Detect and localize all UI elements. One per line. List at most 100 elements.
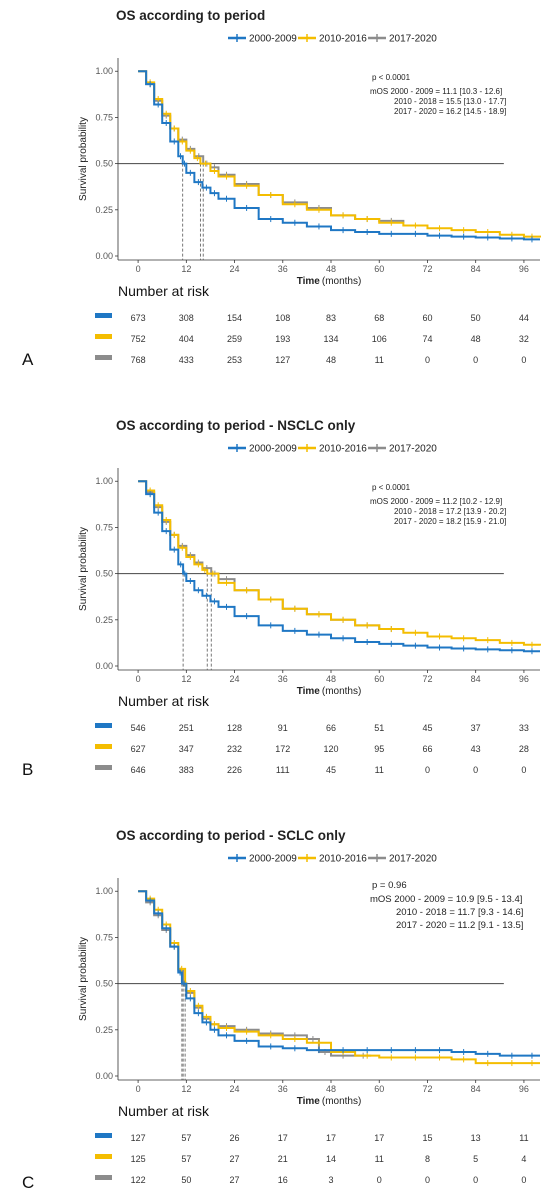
risk-cell: 125 <box>131 1154 146 1164</box>
x-tick-label: 96 <box>519 264 529 274</box>
mos-line: 2010 - 2018 = 17.2 [13.9 - 20.2] <box>394 507 506 516</box>
x-tick-label: 60 <box>374 264 384 274</box>
x-axis-label: Time <box>297 686 321 697</box>
risk-cell: 673 <box>131 313 146 323</box>
x-tick-label: 36 <box>278 674 288 684</box>
risk-cell: 4 <box>521 1154 526 1164</box>
panel-c: OS according to period - SCLC only 2000-2… <box>0 820 550 1199</box>
risk-cell: 111 <box>276 765 290 775</box>
risk-cell: 17 <box>374 1133 384 1143</box>
risk-cell: 14 <box>326 1154 336 1164</box>
risk-cell: 26 <box>230 1133 240 1143</box>
x-tick-label: 96 <box>519 1084 529 1094</box>
risk-cell: 48 <box>471 334 481 344</box>
risk-cell: 0 <box>521 1175 526 1185</box>
risk-cell: 347 <box>179 744 194 754</box>
y-tick-label: 0.00 <box>95 661 113 671</box>
risk-cell: 11 <box>519 1133 528 1143</box>
risk-cell: 33 <box>519 723 529 733</box>
series-line-2000-2009 <box>138 70 540 241</box>
p-value-text: p < 0.0001 <box>372 483 411 492</box>
risk-cell: 752 <box>131 334 146 344</box>
y-tick-label: 0.50 <box>95 569 113 579</box>
y-tick-label: 0.75 <box>95 522 113 532</box>
x-tick-label: 12 <box>181 264 191 274</box>
risk-row-swatch <box>95 1175 112 1180</box>
y-tick-label: 0.50 <box>95 979 113 989</box>
mos-line: mOS 2000 - 2009 = 10.9 [9.5 - 13.4] <box>370 894 522 905</box>
mos-line: 2010 - 2018 = 15.5 [13.0 - 17.7] <box>394 97 506 106</box>
x-axis-label: Time <box>297 1096 321 1107</box>
risk-cell: 51 <box>374 723 384 733</box>
legend-label: 2000-2009 <box>249 854 297 865</box>
km-chart-svg: OS according to period - NSCLC only 2000-… <box>22 418 541 779</box>
risk-cell: 308 <box>179 313 194 323</box>
risk-cell: 627 <box>131 744 146 754</box>
risk-cell: 37 <box>471 723 481 733</box>
risk-cell: 32 <box>519 334 529 344</box>
risk-cell: 193 <box>275 334 290 344</box>
risk-row-swatch <box>95 765 112 770</box>
risk-cell: 8 <box>425 1154 430 1164</box>
km-chart-svg: OS according to period 2000-2009 2010-2016… <box>22 8 541 369</box>
p-value-text: p < 0.0001 <box>372 73 411 82</box>
y-axis-label: Survival probability <box>78 527 89 611</box>
risk-cell: 60 <box>422 313 432 323</box>
risk-cell: 45 <box>422 723 432 733</box>
y-tick-label: 1.00 <box>95 66 113 76</box>
risk-cell: 108 <box>275 313 290 323</box>
panel-letter: B <box>22 760 33 779</box>
risk-cell: 3 <box>329 1175 334 1185</box>
x-tick-label: 0 <box>136 1084 141 1094</box>
chart-title: OS according to period - NSCLC only <box>116 418 356 433</box>
risk-cell: 0 <box>473 1175 478 1185</box>
panel-letter: A <box>22 350 34 369</box>
risk-row-swatch <box>95 313 112 318</box>
risk-row-swatch <box>95 744 112 749</box>
risk-cell: 0 <box>425 1175 430 1185</box>
risk-cell: 106 <box>372 334 387 344</box>
x-tick-label: 48 <box>326 1084 336 1094</box>
risk-cell: 95 <box>374 744 384 754</box>
mos-line: mOS 2000 - 2009 = 11.2 [10.2 - 12.9] <box>370 497 502 506</box>
risk-cell: 5 <box>473 1154 478 1164</box>
p-value-text: p = 0.96 <box>372 880 407 891</box>
legend-label: 2017-2020 <box>389 854 437 865</box>
x-tick-label: 24 <box>230 264 240 274</box>
risk-row-swatch <box>95 1154 112 1159</box>
x-axis-label: Time <box>297 276 321 287</box>
legend-label: 2010-2016 <box>319 34 367 45</box>
risk-cell: 50 <box>181 1175 191 1185</box>
risk-cell: 28 <box>519 744 529 754</box>
risk-cell: 68 <box>374 313 384 323</box>
y-tick-label: 1.00 <box>95 476 113 486</box>
risk-cell: 0 <box>425 355 430 365</box>
y-tick-label: 0.00 <box>95 251 113 261</box>
risk-cell: 232 <box>227 744 242 754</box>
legend-label: 2010-2016 <box>319 854 367 865</box>
risk-cell: 154 <box>227 313 242 323</box>
risk-cell: 27 <box>230 1154 240 1164</box>
risk-cell: 11 <box>375 765 384 775</box>
x-tick-label: 48 <box>326 264 336 274</box>
risk-table-title: Number at risk <box>118 693 210 709</box>
risk-cell: 74 <box>422 334 432 344</box>
x-tick-label: 0 <box>136 674 141 684</box>
risk-cell: 91 <box>278 723 288 733</box>
risk-cell: 45 <box>326 765 336 775</box>
risk-cell: 134 <box>323 334 338 344</box>
x-axis-unit: (months) <box>322 1096 361 1107</box>
legend-label: 2017-2020 <box>389 34 437 45</box>
legend-label: 2010-2016 <box>319 444 367 455</box>
risk-cell: 66 <box>326 723 336 733</box>
panel-a: OS according to period 2000-2009 2010-2016… <box>0 0 550 400</box>
x-tick-label: 12 <box>181 1084 191 1094</box>
risk-cell: 57 <box>181 1133 191 1143</box>
risk-cell: 11 <box>375 355 384 365</box>
risk-cell: 44 <box>519 313 529 323</box>
x-tick-label: 72 <box>422 674 432 684</box>
y-tick-label: 0.25 <box>95 615 113 625</box>
risk-cell: 253 <box>227 355 242 365</box>
risk-cell: 27 <box>230 1175 240 1185</box>
y-tick-label: 0.25 <box>95 1025 113 1035</box>
